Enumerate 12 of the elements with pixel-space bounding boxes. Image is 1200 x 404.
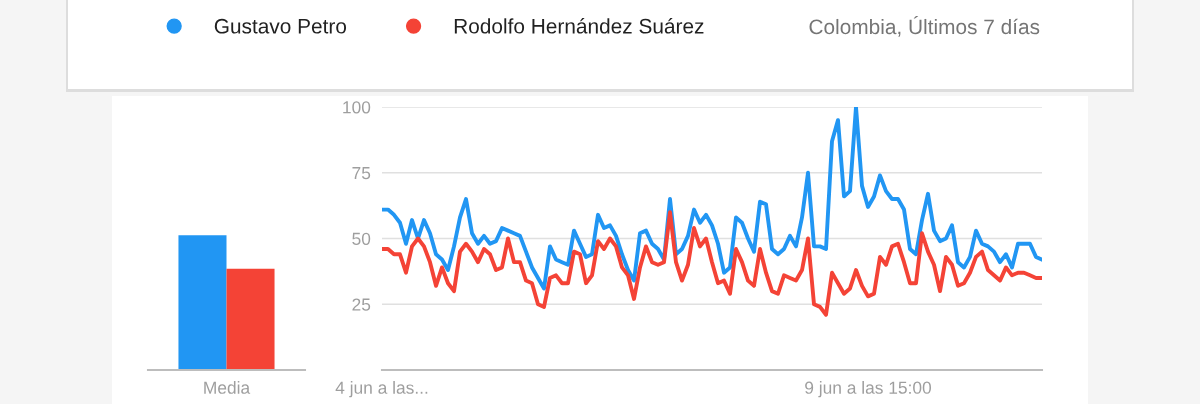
y-tick-label: 100 <box>343 101 371 114</box>
legend-label: Rodolfo Hernández Suárez <box>454 18 704 34</box>
text: Colombia, Últimos 7 días <box>809 15 1040 37</box>
y-tick-label: 75 <box>352 167 371 180</box>
y-tick-label: 25 <box>352 298 371 311</box>
legend-label: Gustavo Petro <box>214 18 347 34</box>
line-series <box>382 210 1042 317</box>
x-tick-label: Media <box>204 381 251 394</box>
x-tick-label: 4 jun a las... <box>335 381 428 398</box>
line-series <box>382 107 1042 291</box>
x-tick-label: 9 jun a las 15:00 <box>805 381 932 398</box>
y-tick-label: 50 <box>352 232 371 245</box>
